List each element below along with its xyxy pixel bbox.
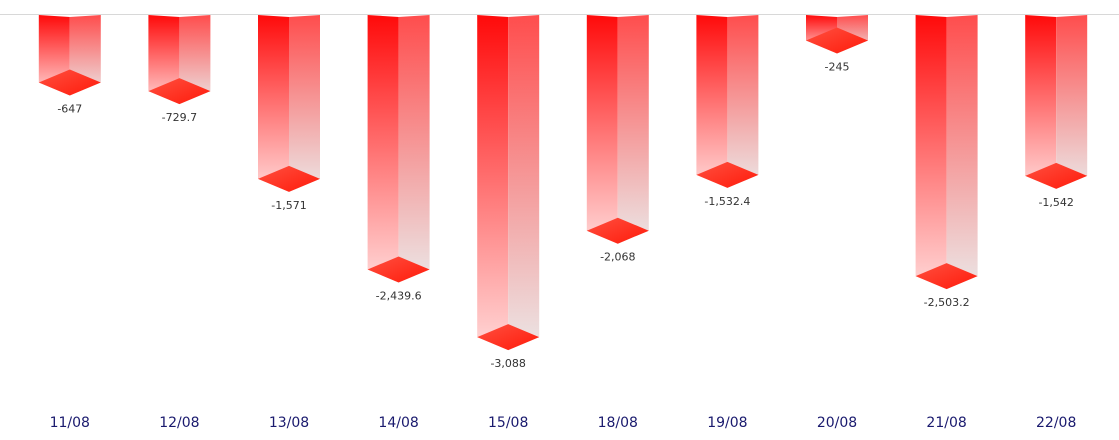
- value-label: -1,571: [271, 199, 306, 212]
- x-tick-label: 14/08: [378, 415, 418, 431]
- value-label: -1,542: [1038, 196, 1073, 209]
- bar-side: [946, 15, 978, 290]
- bar-front: [586, 15, 618, 244]
- value-label: -1,532.4: [704, 195, 750, 208]
- x-tick-label: 18/08: [598, 415, 638, 431]
- bar-base: [477, 324, 540, 351]
- bar-base: [1025, 162, 1088, 189]
- bar-front: [915, 15, 947, 290]
- x-tick-label: 15/08: [488, 415, 528, 431]
- bar-side: [1056, 15, 1088, 189]
- x-tick-label: 12/08: [159, 415, 199, 431]
- bar: [806, 15, 868, 54]
- bar-front: [696, 15, 728, 188]
- bar-base: [148, 78, 211, 105]
- bar: [915, 15, 978, 290]
- x-tick-label: 13/08: [269, 415, 309, 431]
- x-tick-label: 20/08: [817, 415, 857, 431]
- bar-base: [696, 161, 759, 188]
- bar: [258, 15, 320, 192]
- bar-base: [806, 27, 868, 54]
- value-label: -3,088: [490, 357, 525, 370]
- bar-front: [367, 15, 399, 283]
- x-tick-label: 19/08: [707, 415, 747, 431]
- value-label: -2,439.6: [376, 289, 422, 302]
- bar-base: [367, 256, 430, 283]
- bar-front: [258, 15, 289, 192]
- bar-side: [727, 15, 759, 188]
- bar-side: [617, 15, 649, 244]
- bar-side: [289, 15, 320, 192]
- x-tick-label: 11/08: [50, 415, 90, 431]
- bar: [1025, 15, 1088, 189]
- bar: [477, 15, 540, 351]
- bar-base: [258, 165, 320, 192]
- bar: [586, 15, 649, 244]
- bar-base: [38, 69, 101, 96]
- value-label: -245: [825, 61, 850, 74]
- bar-front: [477, 15, 509, 351]
- bar: [696, 15, 759, 188]
- bar-side: [508, 15, 540, 351]
- value-label: -729.7: [162, 111, 197, 124]
- value-label: -2,068: [600, 251, 635, 264]
- x-tick-label: 21/08: [926, 415, 966, 431]
- bar-base: [915, 263, 978, 290]
- value-label: -647: [57, 102, 82, 115]
- bar-front: [1025, 15, 1057, 189]
- bar-base: [586, 217, 649, 244]
- bar: [367, 15, 430, 283]
- x-tick-label: 22/08: [1036, 415, 1076, 431]
- bar: [148, 15, 211, 105]
- value-label: -2,503.2: [924, 296, 970, 309]
- bar: [38, 15, 101, 96]
- bar-side: [398, 15, 430, 283]
